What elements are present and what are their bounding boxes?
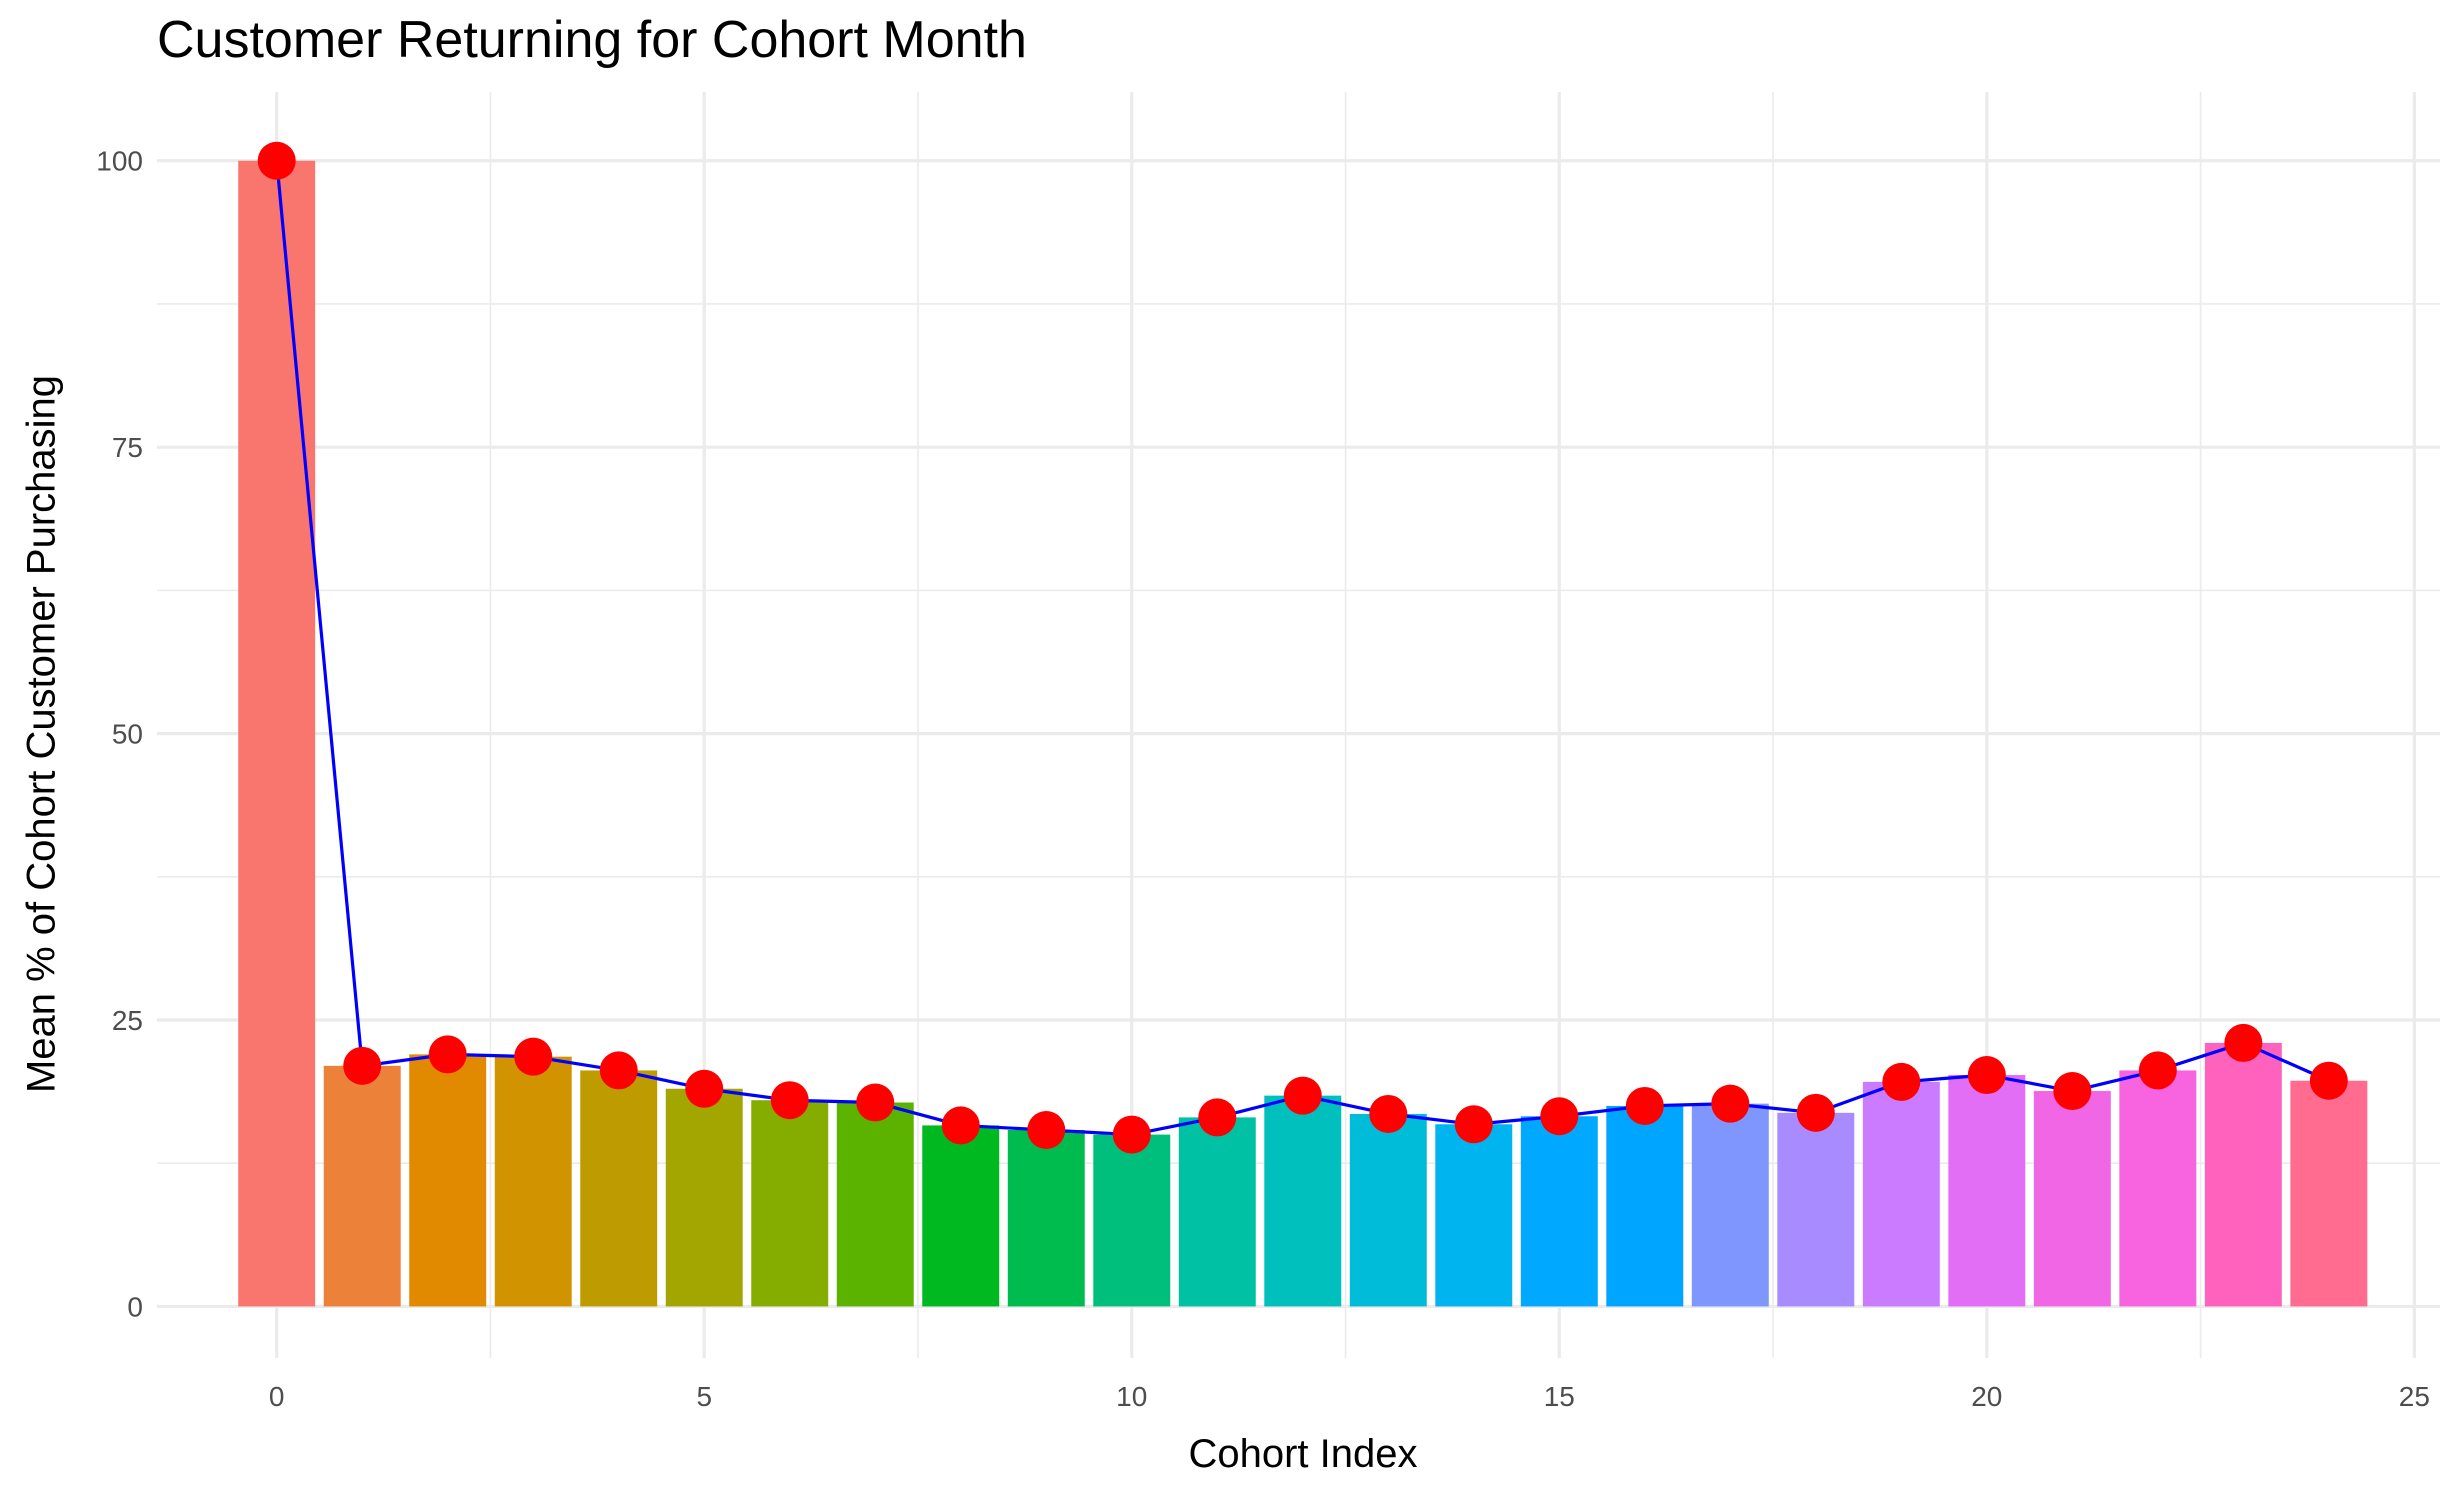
bar xyxy=(1264,1095,1342,1307)
data-point xyxy=(257,141,296,180)
bar xyxy=(1862,1081,1940,1307)
bar xyxy=(1349,1113,1427,1307)
bar xyxy=(494,1056,572,1307)
bar xyxy=(1948,1075,2026,1307)
data-point xyxy=(1454,1105,1493,1144)
y-tick-label: 50 xyxy=(112,719,143,750)
x-axis-title: Cohort Index xyxy=(1188,1432,1418,1476)
y-tick-label: 100 xyxy=(96,146,143,177)
data-point xyxy=(770,1081,809,1120)
data-point xyxy=(1625,1086,1664,1125)
data-point xyxy=(1112,1115,1151,1154)
bar xyxy=(2033,1091,2111,1307)
bar xyxy=(409,1054,487,1307)
bar-series xyxy=(238,160,2368,1307)
data-point xyxy=(941,1106,980,1145)
data-point xyxy=(1967,1056,2006,1095)
chart-title: Customer Returning for Cohort Month xyxy=(157,11,1027,69)
data-point xyxy=(1882,1062,1921,1101)
data-point xyxy=(1283,1076,1322,1115)
data-point xyxy=(428,1035,467,1074)
x-tick-label: 0 xyxy=(269,1381,285,1412)
bar xyxy=(1093,1134,1171,1307)
data-point xyxy=(2224,1023,2263,1062)
x-tick-label: 15 xyxy=(1544,1381,1575,1412)
data-point xyxy=(2309,1061,2348,1100)
data-point xyxy=(2138,1051,2177,1090)
bar xyxy=(2119,1070,2197,1307)
bar xyxy=(238,160,316,1307)
data-point xyxy=(1369,1094,1408,1133)
y-tick-label: 25 xyxy=(112,1005,143,1036)
bar xyxy=(1178,1117,1256,1307)
data-point xyxy=(1540,1097,1579,1136)
bar xyxy=(580,1070,658,1307)
data-point xyxy=(1198,1098,1237,1137)
x-tick-label: 10 xyxy=(1116,1381,1147,1412)
bar xyxy=(1435,1124,1513,1307)
data-point xyxy=(1796,1093,1835,1132)
bar xyxy=(1691,1103,1769,1307)
trend-line-series xyxy=(275,160,2330,1137)
data-point xyxy=(343,1046,382,1085)
x-axis-ticks: 0 5 10 15 20 25 xyxy=(269,1381,2430,1412)
bar xyxy=(323,1065,401,1307)
y-tick-label: 0 xyxy=(127,1291,143,1322)
bar xyxy=(1606,1105,1684,1307)
x-tick-label: 5 xyxy=(696,1381,712,1412)
x-tick-label: 20 xyxy=(1971,1381,2002,1412)
bar xyxy=(1520,1116,1598,1307)
trend-line xyxy=(275,160,2330,1137)
point-series xyxy=(257,141,2348,1154)
bar xyxy=(836,1102,914,1307)
y-tick-label: 75 xyxy=(112,432,143,463)
data-point xyxy=(856,1083,895,1122)
bar xyxy=(1777,1112,1855,1307)
bar xyxy=(1007,1130,1085,1307)
bar xyxy=(665,1088,743,1307)
data-point xyxy=(2053,1072,2092,1111)
data-point xyxy=(685,1069,724,1108)
data-point xyxy=(599,1051,638,1090)
bar xyxy=(2204,1042,2282,1307)
data-point xyxy=(1711,1084,1750,1123)
y-axis-ticks: 0 25 50 75 100 xyxy=(96,146,143,1323)
bar xyxy=(751,1100,829,1307)
bar xyxy=(2290,1080,2368,1307)
data-point xyxy=(514,1037,553,1076)
bar xyxy=(922,1125,1000,1307)
data-point xyxy=(1027,1111,1066,1150)
x-tick-label: 25 xyxy=(2399,1381,2430,1412)
